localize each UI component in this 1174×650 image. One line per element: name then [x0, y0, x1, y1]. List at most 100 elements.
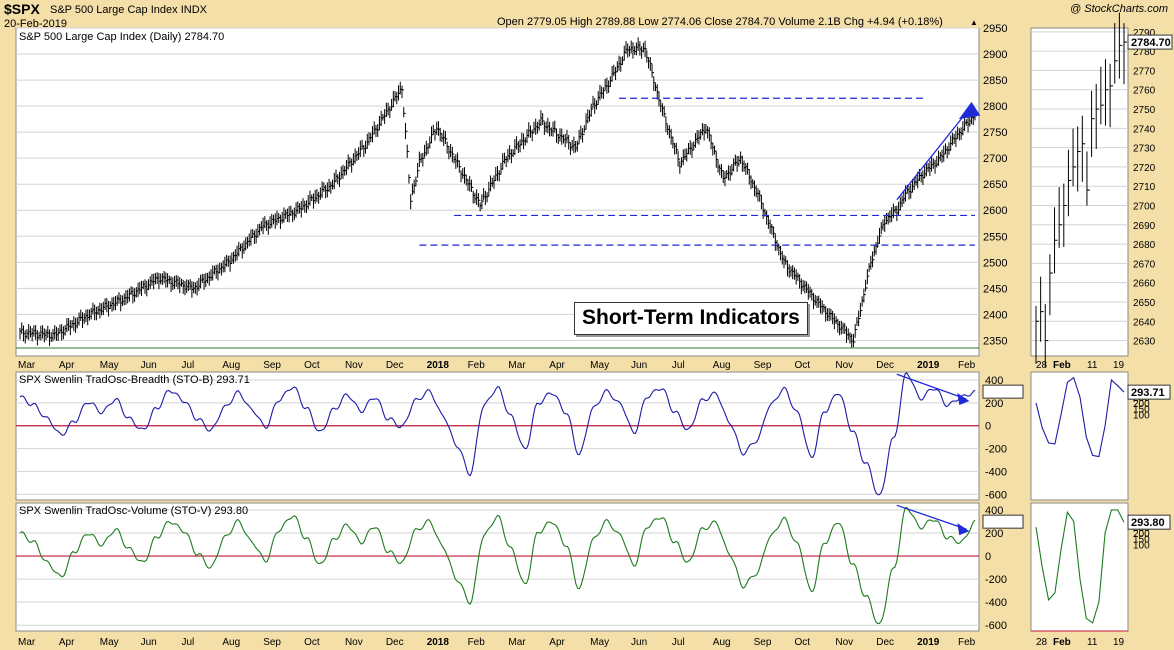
- volume-panel-bg: [15, 502, 980, 632]
- x-tick-label: Oct: [304, 360, 320, 371]
- trend-arrow-head: [958, 101, 981, 120]
- zoom-price-tick: 2760: [1133, 86, 1156, 97]
- zoom-x-tick: 28: [1036, 637, 1048, 648]
- x-tick-label: 2019: [917, 637, 940, 648]
- x-tick-label: Sep: [754, 360, 772, 371]
- price-y-axis: 2350 2400 2450 2500 2550 2600 2650 2700 2750 2800…: [983, 23, 1007, 347]
- x-tick-label: May: [100, 360, 119, 371]
- price-tick-label: 2350: [983, 335, 1007, 347]
- osc-tick-label: -200: [985, 444, 1007, 456]
- x-tick-label: Feb: [958, 637, 976, 648]
- zoom-osc-line: [1035, 509, 1125, 624]
- zoom-price-tick: 2680: [1133, 240, 1156, 251]
- osc-tick-label: 400: [985, 375, 1003, 387]
- x-tick-label: Nov: [835, 360, 853, 371]
- x-axis-bottom: Mar Apr May Jun Jul Aug Sep Oct Nov Dec 2018 Feb Mar…: [18, 637, 976, 648]
- breadth-y-axis: -600 -400 -200 0 200 400: [982, 375, 1024, 501]
- divergence-arrow-head: [957, 393, 970, 406]
- osc-tick-label: 0: [985, 551, 991, 563]
- zoom-last-label: 293.71: [1131, 387, 1165, 399]
- volume-panel: -600 -400 -200 0 200 400 SPX Swenlin TradOsc-…: [15, 502, 1024, 632]
- divergence-arrow-head: [957, 523, 970, 536]
- zoom-x-axis-bottom: 28 Feb 11 19: [1036, 637, 1125, 648]
- x-tick-label: Apr: [59, 360, 75, 371]
- x-tick-label: Mar: [18, 360, 36, 371]
- osc-tick-label: 0: [985, 421, 991, 433]
- osc-series-line: [19, 506, 976, 625]
- copyright: @ StockCharts.com: [1070, 3, 1168, 15]
- last-value-box: [982, 514, 1024, 529]
- x-tick-label: Nov: [345, 637, 363, 648]
- x-tick-label: Jul: [181, 637, 194, 648]
- osc-tick-label: -200: [985, 574, 1007, 586]
- last-price-label: 2784.70: [1131, 37, 1171, 49]
- price-tick-label: 2650: [983, 179, 1007, 191]
- osc-series-line: [19, 372, 976, 496]
- divergence-arrow: [896, 504, 967, 530]
- x-tick-label: 2019: [917, 360, 940, 371]
- divergence-arrow: [896, 373, 967, 400]
- x-tick-label: Jul: [672, 637, 685, 648]
- x-tick-label: Aug: [713, 637, 731, 648]
- zoom-volume-line: [1031, 509, 1128, 632]
- zoom-osc-tick: 100: [1133, 410, 1150, 421]
- x-tick-label: 2018: [427, 637, 450, 648]
- zoom-price-tick: 2630: [1133, 337, 1156, 348]
- x-tick-label: Mar: [508, 360, 526, 371]
- price-tick-label: 2550: [983, 231, 1007, 243]
- zoom-x-tick: 19: [1113, 637, 1125, 648]
- breadth-grid: [16, 379, 979, 495]
- zoom-price-tick: 2660: [1133, 279, 1156, 290]
- zoom-price-tick: 2780: [1133, 47, 1156, 58]
- x-tick-label: Jun: [631, 360, 647, 371]
- zoom-osc-tick: 150: [1133, 535, 1150, 546]
- x-tick-label: Jun: [631, 637, 647, 648]
- scroll-up-icon[interactable]: ▲: [970, 18, 978, 27]
- zoom-price-tick: 2740: [1133, 124, 1156, 135]
- x-tick-label: Aug: [222, 637, 240, 648]
- x-axis-middle: Mar Apr May Jun Jul Aug Sep Oct Nov Dec 2018 Feb Mar…: [18, 360, 976, 371]
- x-tick-label: May: [590, 637, 609, 648]
- price-tick-label: 2950: [983, 23, 1007, 35]
- price-tick-label: 2750: [983, 127, 1007, 139]
- zoom-price-tick: 2650: [1133, 298, 1156, 309]
- price-tick-label: 2600: [983, 205, 1007, 217]
- price-tick-label: 2900: [983, 49, 1007, 61]
- x-tick-label: Mar: [18, 637, 36, 648]
- zoom-price-tick: 2770: [1133, 66, 1156, 77]
- index-name: S&P 500 Large Cap Index INDX: [50, 4, 207, 16]
- zoom-breadth-y-axis: 100150200250293.71: [1127, 384, 1171, 421]
- zoom-osc-tick: 200: [1133, 399, 1150, 410]
- x-tick-label: Feb: [958, 360, 976, 371]
- volume-title: SPX Swenlin TradOsc-Volume (STO-V) 293.8…: [19, 505, 248, 517]
- price-panel-bg: [15, 27, 980, 357]
- zoom-x-tick: 19: [1113, 360, 1125, 371]
- osc-tick-label: 200: [985, 528, 1003, 540]
- zoom-breadth-bg: [1030, 371, 1129, 501]
- x-tick-label: Aug: [713, 360, 731, 371]
- zoom-volume-bg: [1030, 502, 1129, 632]
- x-tick-label: Sep: [754, 637, 772, 648]
- zoom-price-y-axis: 2630 2640 2650 2660 2670 2680 2690 2700 2710 2720…: [1127, 28, 1173, 348]
- zoom-price-bars: [1031, 12, 1128, 368]
- x-tick-label: May: [100, 637, 119, 648]
- zoom-last-label: 293.80: [1131, 517, 1165, 529]
- x-tick-label: Dec: [876, 360, 894, 371]
- price-grid: [16, 27, 979, 341]
- price-panel: 2350 2400 2450 2500 2550 2600 2650 2700 2750 2800…: [15, 23, 1007, 357]
- zoom-last-box: [1127, 514, 1171, 530]
- zoom-osc-line: [1035, 376, 1125, 458]
- last-value-box: [982, 384, 1024, 399]
- x-tick-label: Nov: [835, 637, 853, 648]
- price-tick-label: 2400: [983, 309, 1007, 321]
- volume-line: [19, 504, 976, 625]
- zoom-x-tick: Feb: [1053, 637, 1071, 648]
- zoom-price-tick: 2640: [1133, 317, 1156, 328]
- x-tick-label: Apr: [59, 637, 75, 648]
- zoom-price-tick: 2700: [1133, 202, 1156, 213]
- price-tick-label: 2450: [983, 283, 1007, 295]
- ticker-label: $SPX: [4, 1, 40, 17]
- x-tick-label: Jun: [141, 360, 157, 371]
- zoom-x-tick: 28: [1036, 360, 1048, 371]
